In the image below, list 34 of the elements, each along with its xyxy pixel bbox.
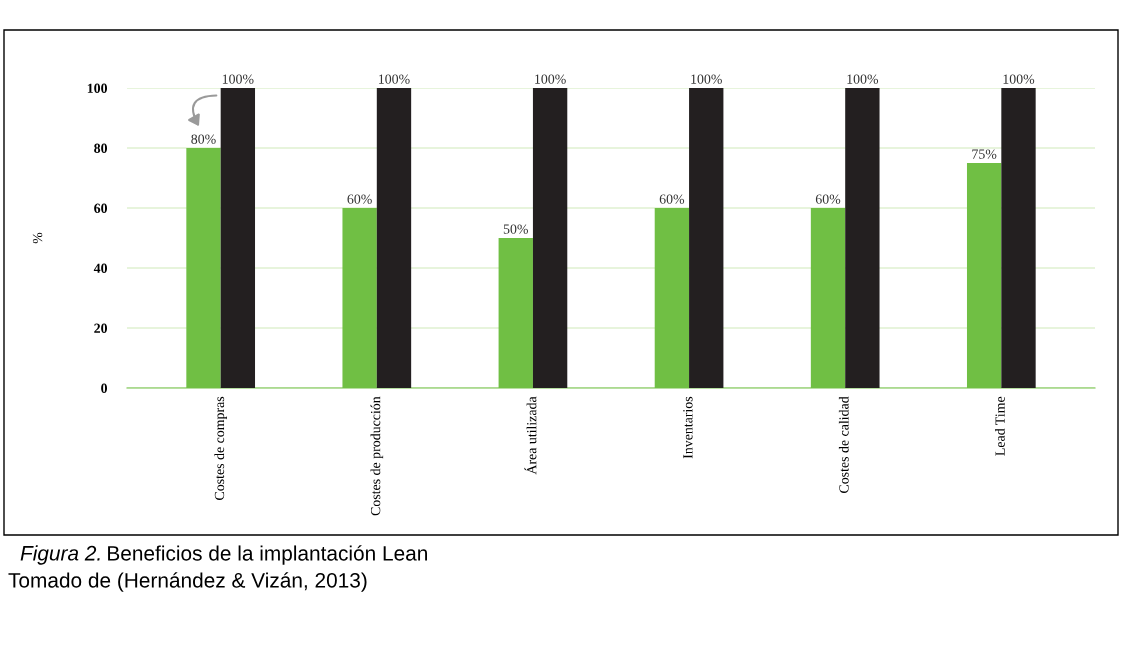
data-label: 60% bbox=[815, 194, 841, 204]
data-label: 60% bbox=[347, 194, 372, 204]
data-label: 100% bbox=[222, 74, 254, 84]
x-tick-label: Costes de calidad bbox=[838, 396, 849, 493]
data-label: 75% bbox=[972, 149, 997, 159]
data-label: 100% bbox=[847, 74, 879, 84]
x-tick-label: Área utilizada bbox=[524, 396, 537, 475]
y-tick-label: 100 bbox=[87, 83, 108, 93]
data-label: 100% bbox=[1003, 74, 1035, 84]
data-label: 80% bbox=[191, 134, 216, 144]
data-label: 60% bbox=[659, 194, 685, 204]
y-tick-label: 60 bbox=[94, 203, 108, 213]
bar bbox=[845, 88, 880, 388]
y-tick-label: 20 bbox=[94, 323, 108, 333]
data-label: 100% bbox=[535, 74, 566, 84]
x-tick-label: Lead Time bbox=[995, 396, 1005, 456]
x-tick-label: Inventarios bbox=[683, 396, 693, 459]
y-tick-label: 80 bbox=[94, 143, 108, 153]
data-label: 50% bbox=[503, 224, 529, 234]
bar bbox=[220, 88, 256, 388]
text: Figura 2. bbox=[20, 545, 100, 565]
x-tick-label: Costes de compras bbox=[214, 396, 227, 500]
bar bbox=[532, 88, 568, 388]
text: Tomado de (Hernández & Vizán, 2013) bbox=[8, 572, 367, 592]
y-tick-label: 40 bbox=[93, 263, 108, 273]
x-tick-label: Costes de producción bbox=[370, 396, 384, 516]
data-label: 100% bbox=[691, 74, 722, 84]
y-tick-label: 0 bbox=[101, 383, 108, 393]
bar bbox=[1001, 88, 1036, 388]
y-axis-title: % bbox=[32, 232, 43, 244]
text: Beneficios de la implantación Lean bbox=[108, 545, 427, 565]
bar bbox=[689, 88, 724, 388]
data-label: 100% bbox=[379, 74, 410, 84]
bar bbox=[376, 88, 412, 388]
